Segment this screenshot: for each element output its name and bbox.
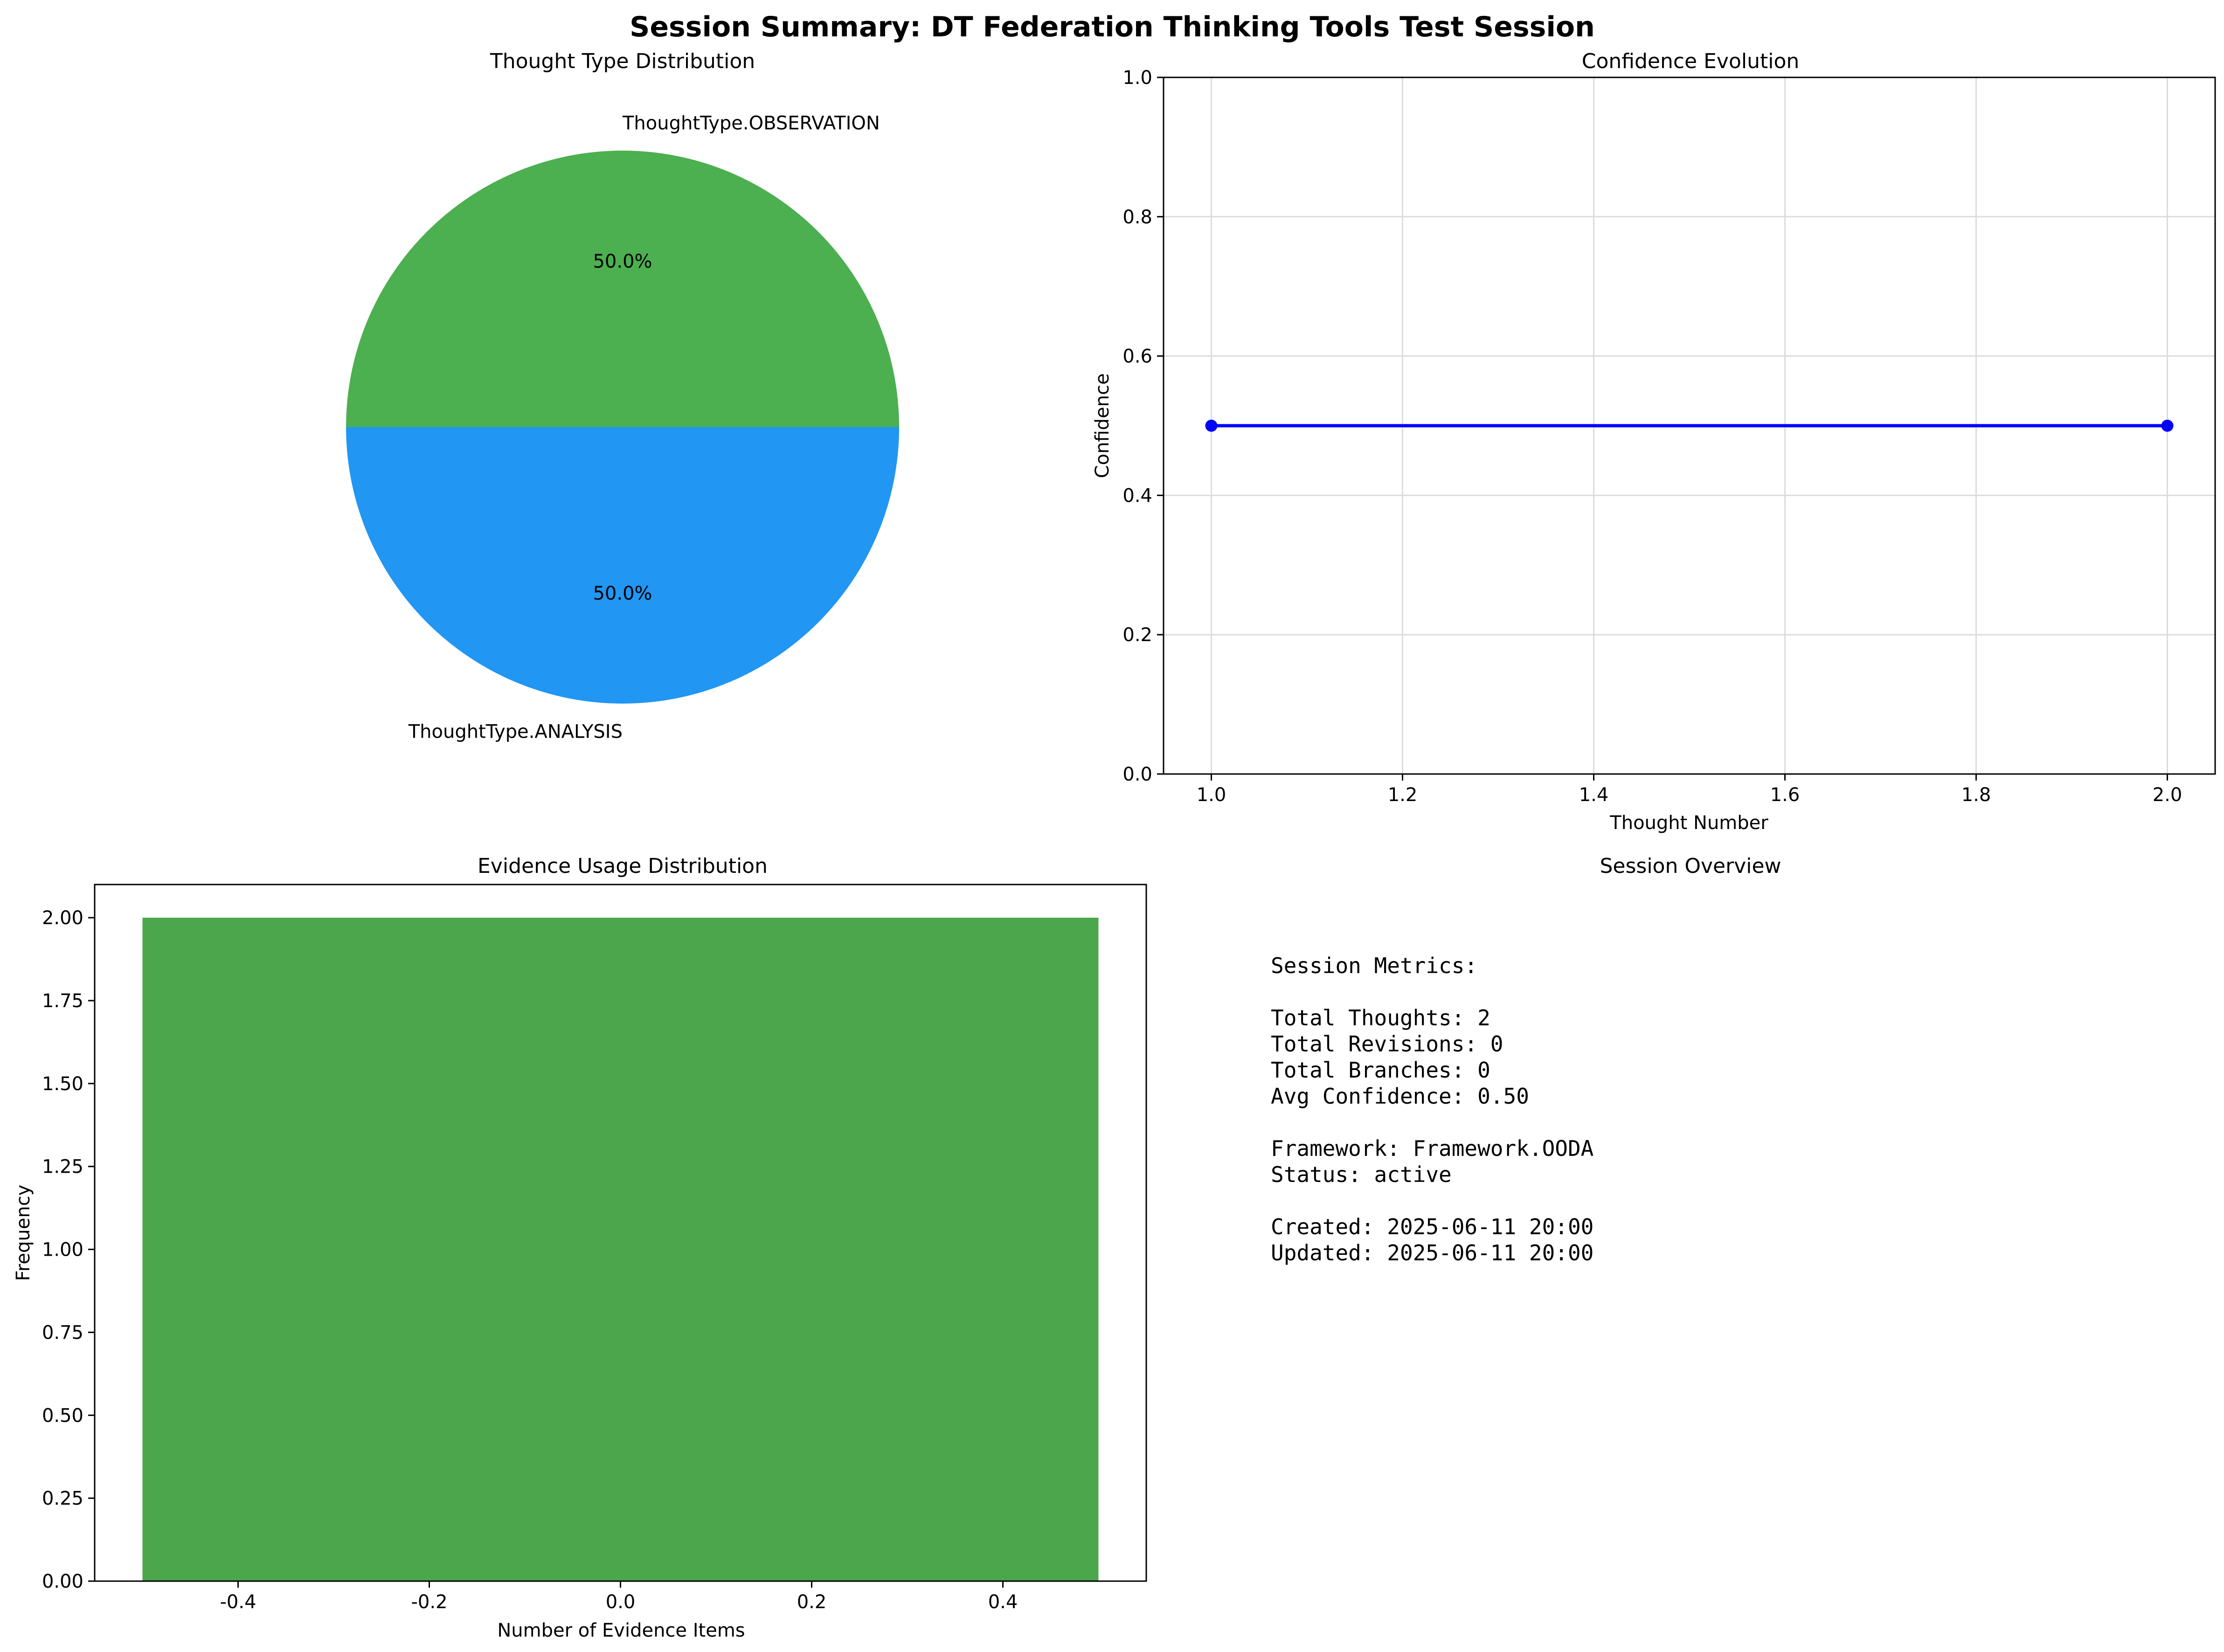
line-axes-frame — [1163, 76, 2216, 775]
hist-title: Evidence Usage Distribution — [478, 854, 768, 878]
confidence-point — [2161, 420, 2174, 432]
pie-slice-label: ThoughtType.ANALYSIS — [408, 721, 623, 742]
line-x-tick-label: 1.0 — [1197, 784, 1226, 806]
pie-slice — [346, 427, 899, 704]
pie-pct-label: 50.0% — [593, 583, 652, 604]
confidence-point — [1205, 420, 1218, 432]
hist-xlabel: Number of Evidence Items — [497, 1620, 745, 1641]
hist-x-tick-label: -0.2 — [411, 1591, 447, 1613]
hist-y-tick-label: 1.50 — [42, 1073, 83, 1095]
hist-y-tick-label: 1.75 — [42, 990, 83, 1012]
pie-labels: ThoughtType.OBSERVATION 50.0% ThoughtType.… — [408, 113, 880, 743]
overview-line: Updated: 2025-06-11 20:00 — [1271, 1240, 1594, 1265]
hist-x-tick-label: 0.2 — [797, 1591, 827, 1613]
overview-line: Avg Confidence: 0.50 — [1271, 1084, 1529, 1109]
line-x-ticks: 1.0 1.2 1.4 1.6 1.8 2.0 — [1197, 774, 2182, 806]
hist-bar — [142, 918, 1099, 1581]
hist-y-tick-label: 0.00 — [42, 1571, 83, 1592]
hist-x-tick-label: 0.0 — [606, 1591, 636, 1613]
pie-slice-label: ThoughtType.OBSERVATION — [622, 113, 880, 134]
overview-line: Framework: Framework.OODA — [1271, 1136, 1594, 1161]
overview-line: Total Revisions: 0 — [1271, 1031, 1503, 1057]
pie-panel: Thought Type Distribution ThoughtType.OB… — [346, 49, 899, 742]
pie-title: Thought Type Distribution — [490, 49, 755, 73]
line-xlabel: Thought Number — [1609, 812, 1768, 834]
line-ylabel: Confidence — [1092, 373, 1113, 478]
line-x-tick-label: 1.4 — [1579, 784, 1609, 806]
line-y-tick-label: 0.0 — [1122, 764, 1152, 785]
hist-y-tick-label: 0.75 — [42, 1322, 83, 1343]
hist-x-tick-label: 0.4 — [988, 1591, 1018, 1613]
hist-x-ticks: -0.4 -0.2 0.0 0.2 0.4 — [220, 1581, 1018, 1613]
hist-bars — [142, 918, 1099, 1581]
line-x-tick-label: 2.0 — [2153, 784, 2182, 806]
line-x-tick-label: 1.8 — [1961, 784, 1991, 806]
overview-title: Session Overview — [1600, 854, 1781, 878]
hist-x-tick-label: -0.4 — [220, 1591, 256, 1613]
figure-title: Session Summary: DT Federation Thinking … — [630, 11, 1595, 43]
overview-line: Status: active — [1271, 1162, 1452, 1187]
line-x-tick-label: 1.6 — [1770, 784, 1800, 806]
hist-y-tick-label: 0.25 — [42, 1488, 83, 1509]
line-y-ticks: 0.0 0.2 0.4 0.6 0.8 1.0 — [1122, 67, 1164, 785]
overview-line: Session Metrics: — [1271, 953, 1477, 978]
line-y-tick-label: 0.6 — [1122, 346, 1152, 367]
line-y-tick-label: 0.4 — [1122, 485, 1152, 506]
line-series — [1205, 420, 2174, 432]
hist-y-tick-label: 1.00 — [42, 1239, 83, 1261]
overview-line: Created: 2025-06-11 20:00 — [1271, 1214, 1594, 1239]
hist-panel: Evidence Usage Distribution -0.4 -0.2 0.0 0… — [13, 854, 1147, 1641]
pie-pct-label: 50.0% — [593, 251, 652, 272]
pie-slice — [346, 151, 899, 427]
hist-y-tick-label: 2.00 — [42, 907, 83, 929]
overview-panel: Session Overview Session Metrics: Total T… — [1271, 854, 1781, 1265]
hist-y-tick-label: 1.25 — [42, 1156, 83, 1178]
line-x-tick-label: 1.2 — [1388, 784, 1418, 806]
pie-slices — [346, 151, 899, 704]
line-y-tick-label: 0.8 — [1122, 207, 1152, 228]
hist-y-tick-label: 0.50 — [42, 1405, 83, 1426]
line-y-tick-label: 0.2 — [1122, 624, 1152, 646]
line-title: Confidence Evolution — [1582, 49, 1800, 73]
overview-line: Total Branches: 0 — [1271, 1058, 1490, 1083]
line-panel: Confidence Evolution 1.0 1.2 1.4 1.6 1.8 2.0 … — [1092, 49, 2216, 834]
overview-line: Total Thoughts: 2 — [1271, 1005, 1490, 1030]
hist-y-ticks: 0.00 0.25 0.50 0.75 1.00 1.25 1.50 1.75 2.00 — [42, 907, 95, 1592]
line-y-tick-label: 1.0 — [1122, 67, 1152, 89]
hist-ylabel: Frequency — [13, 1185, 34, 1281]
